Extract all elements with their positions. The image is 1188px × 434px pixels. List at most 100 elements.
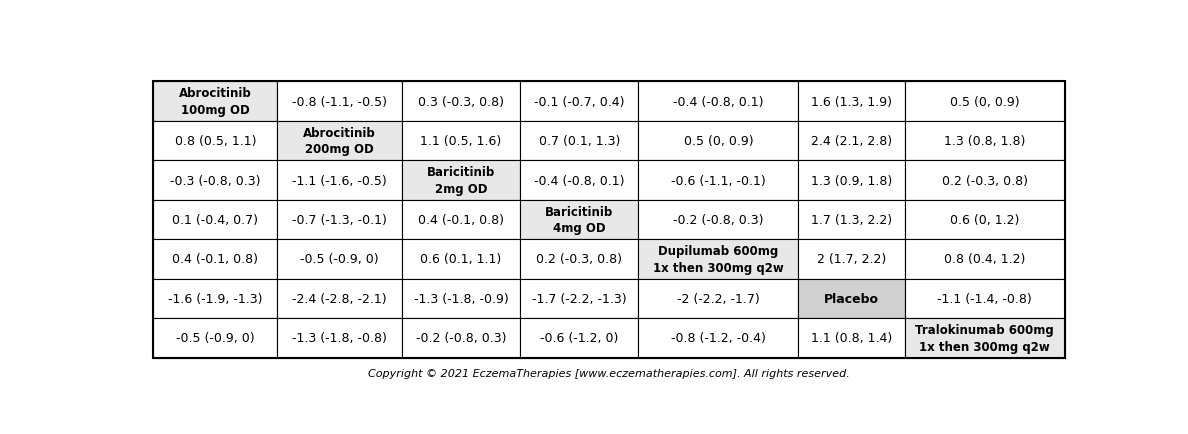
Bar [798,279,905,319]
Bar [905,161,1064,201]
Text: 0.4 (-0.1, 0.8): 0.4 (-0.1, 0.8) [418,214,504,227]
Bar [278,161,402,201]
Text: 0.1 (-0.4, 0.7): 0.1 (-0.4, 0.7) [172,214,258,227]
Bar [402,319,520,358]
Bar [153,122,277,161]
Text: Baricitinib
4mg OD: Baricitinib 4mg OD [545,205,613,235]
Text: Dupilumab 600mg
1x then 300mg q2w: Dupilumab 600mg 1x then 300mg q2w [653,245,784,274]
Text: 0.7 (0.1, 1.3): 0.7 (0.1, 1.3) [538,135,620,148]
Bar [638,161,798,201]
Text: -0.5 (-0.9, 0): -0.5 (-0.9, 0) [176,332,254,345]
Text: 1.7 (1.3, 2.2): 1.7 (1.3, 2.2) [811,214,892,227]
Bar [638,279,798,319]
Text: 2.4 (2.1, 2.8): 2.4 (2.1, 2.8) [811,135,892,148]
Bar [638,319,798,358]
Text: Baricitinib
2mg OD: Baricitinib 2mg OD [426,166,495,195]
Bar [798,240,905,279]
Text: 0.6 (0.1, 1.1): 0.6 (0.1, 1.1) [421,253,501,266]
Bar [798,122,905,161]
Text: -0.2 (-0.8, 0.3): -0.2 (-0.8, 0.3) [416,332,506,345]
Bar [402,240,520,279]
Bar [638,240,798,279]
Text: Abrocitinib
200mg OD: Abrocitinib 200mg OD [303,127,375,156]
Text: Copyright © 2021 EczemaTherapies [www.eczematherapies.com]. All rights reserved.: Copyright © 2021 EczemaTherapies [www.ec… [368,368,849,378]
Bar [638,201,798,240]
Text: 0.5 (0, 0.9): 0.5 (0, 0.9) [683,135,753,148]
Text: -2.4 (-2.8, -2.1): -2.4 (-2.8, -2.1) [292,292,387,305]
Bar [153,240,277,279]
Text: 1.1 (0.5, 1.6): 1.1 (0.5, 1.6) [421,135,501,148]
Bar [278,279,402,319]
Text: -0.2 (-0.8, 0.3): -0.2 (-0.8, 0.3) [674,214,764,227]
Bar [520,240,638,279]
Text: 1.3 (0.8, 1.8): 1.3 (0.8, 1.8) [944,135,1025,148]
Bar [798,161,905,201]
Text: 0.6 (0, 1.2): 0.6 (0, 1.2) [950,214,1019,227]
Bar [905,201,1064,240]
Bar [798,82,905,122]
Text: -0.5 (-0.9, 0): -0.5 (-0.9, 0) [301,253,379,266]
Bar [905,319,1064,358]
Bar [153,82,1064,358]
Bar [402,279,520,319]
Text: -0.6 (-1.1, -0.1): -0.6 (-1.1, -0.1) [671,174,766,187]
Text: Tralokinumab 600mg
1x then 300mg q2w: Tralokinumab 600mg 1x then 300mg q2w [915,323,1054,353]
Bar [905,122,1064,161]
Bar [278,319,402,358]
Text: -0.4 (-0.8, 0.1): -0.4 (-0.8, 0.1) [674,95,764,108]
Bar [520,122,638,161]
Bar [153,319,277,358]
Text: Abrocitinib
100mg OD: Abrocitinib 100mg OD [179,87,252,117]
Text: -1.3 (-1.8, -0.9): -1.3 (-1.8, -0.9) [413,292,508,305]
Text: -1.1 (-1.4, -0.8): -1.1 (-1.4, -0.8) [937,292,1032,305]
Bar [520,82,638,122]
Bar [278,82,402,122]
Text: -1.7 (-2.2, -1.3): -1.7 (-2.2, -1.3) [532,292,626,305]
Text: 0.4 (-0.1, 0.8): 0.4 (-0.1, 0.8) [172,253,258,266]
Bar [520,161,638,201]
Text: 0.8 (0.4, 1.2): 0.8 (0.4, 1.2) [944,253,1025,266]
Text: -1.6 (-1.9, -1.3): -1.6 (-1.9, -1.3) [168,292,263,305]
Bar [402,161,520,201]
Text: Placebo: Placebo [824,292,879,305]
Bar [638,122,798,161]
Text: -0.7 (-1.3, -0.1): -0.7 (-1.3, -0.1) [292,214,387,227]
Bar [905,279,1064,319]
Bar [153,161,277,201]
Text: 0.8 (0.5, 1.1): 0.8 (0.5, 1.1) [175,135,255,148]
Bar [798,201,905,240]
Text: 0.5 (0, 0.9): 0.5 (0, 0.9) [950,95,1019,108]
Bar [520,279,638,319]
Text: -0.8 (-1.2, -0.4): -0.8 (-1.2, -0.4) [671,332,766,345]
Bar [402,201,520,240]
Bar [278,201,402,240]
Text: 0.2 (-0.3, 0.8): 0.2 (-0.3, 0.8) [942,174,1028,187]
Bar [520,201,638,240]
Text: -0.6 (-1.2, 0): -0.6 (-1.2, 0) [541,332,619,345]
Bar [402,82,520,122]
Text: 0.2 (-0.3, 0.8): 0.2 (-0.3, 0.8) [536,253,623,266]
Text: -0.3 (-0.8, 0.3): -0.3 (-0.8, 0.3) [170,174,260,187]
Text: 1.6 (1.3, 1.9): 1.6 (1.3, 1.9) [811,95,892,108]
Bar [638,82,798,122]
Text: 0.3 (-0.3, 0.8): 0.3 (-0.3, 0.8) [418,95,504,108]
Text: -1.1 (-1.6, -0.5): -1.1 (-1.6, -0.5) [292,174,387,187]
Bar [402,122,520,161]
Bar [520,319,638,358]
Text: 2 (1.7, 2.2): 2 (1.7, 2.2) [817,253,886,266]
Text: -0.4 (-0.8, 0.1): -0.4 (-0.8, 0.1) [535,174,625,187]
Text: -1.3 (-1.8, -0.8): -1.3 (-1.8, -0.8) [292,332,387,345]
Bar [278,240,402,279]
Bar [798,319,905,358]
Bar [153,82,277,122]
Text: -0.1 (-0.7, 0.4): -0.1 (-0.7, 0.4) [535,95,625,108]
Bar [905,240,1064,279]
Text: 1.1 (0.8, 1.4): 1.1 (0.8, 1.4) [811,332,892,345]
Text: -2 (-2.2, -1.7): -2 (-2.2, -1.7) [677,292,759,305]
Bar [153,279,277,319]
Bar [905,82,1064,122]
Text: 1.3 (0.9, 1.8): 1.3 (0.9, 1.8) [811,174,892,187]
Bar [153,201,277,240]
Bar [278,122,402,161]
Text: -0.8 (-1.1, -0.5): -0.8 (-1.1, -0.5) [292,95,387,108]
